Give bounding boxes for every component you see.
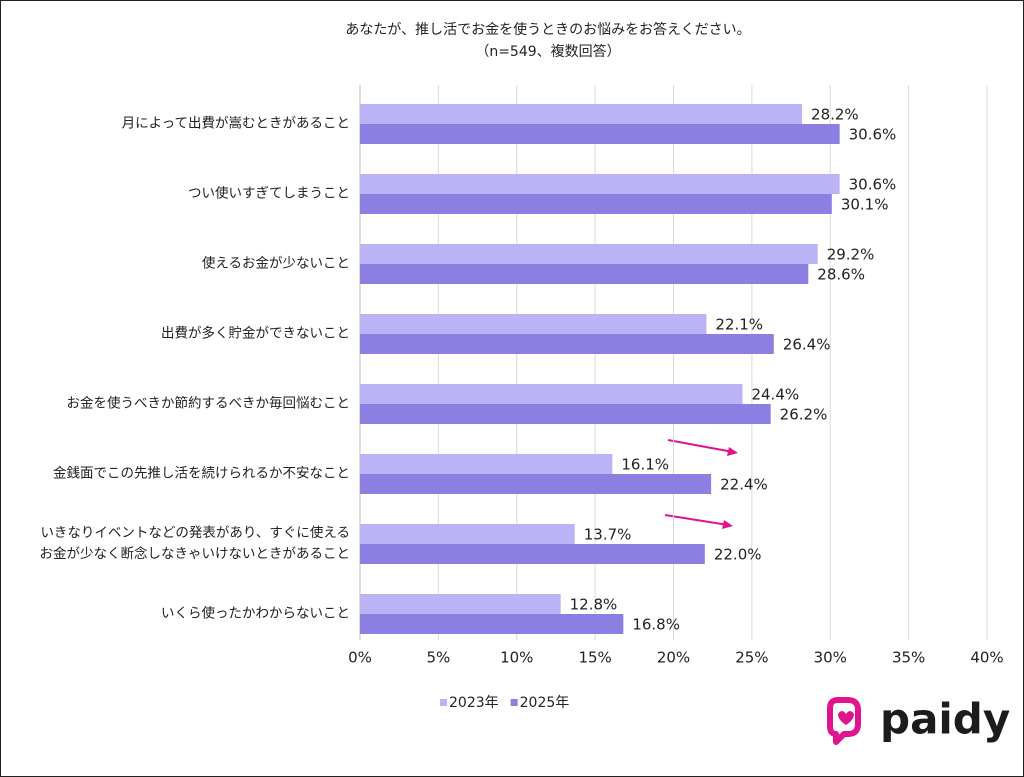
data-label: 26.2% (780, 406, 828, 424)
bar (360, 544, 705, 564)
bar (360, 474, 712, 494)
bar (360, 194, 832, 214)
bar (360, 314, 707, 334)
data-label: 13.7% (584, 526, 632, 544)
bar (360, 174, 840, 194)
data-label: 16.1% (621, 456, 669, 474)
data-label: 22.0% (714, 546, 762, 564)
legend-label: 2023年 (449, 695, 499, 711)
bar (360, 384, 743, 404)
y-tick-label: つい使いすぎてしまうこと (188, 185, 350, 202)
data-label: 28.2% (811, 106, 859, 124)
bar (360, 524, 575, 544)
data-label: 12.8% (570, 596, 618, 614)
data-label: 28.6% (817, 266, 865, 284)
x-tick-label: 0% (348, 649, 372, 667)
data-label: 30.1% (841, 196, 889, 214)
logo-icon (827, 697, 861, 745)
data-label: 24.4% (751, 386, 799, 404)
data-label: 30.6% (849, 176, 897, 194)
x-tick-label: 15% (578, 649, 611, 667)
arrow (667, 439, 734, 453)
logo-text: paidy (880, 695, 1010, 744)
x-tick-label: 25% (735, 649, 768, 667)
data-label: 26.4% (783, 336, 831, 354)
bar (360, 264, 809, 284)
y-tick-label: 使えるお金が少ないこと (201, 255, 350, 272)
bar (360, 614, 624, 634)
bar (360, 244, 818, 264)
bar (360, 334, 774, 354)
data-label: 16.8% (632, 616, 680, 634)
x-tick-label: 5% (426, 649, 450, 667)
bar (360, 594, 561, 614)
x-tick-label: 10% (500, 649, 533, 667)
legend-label: 2025年 (520, 695, 570, 711)
bar (360, 404, 771, 424)
y-tick-label: 出費が多く貯金ができないこと (161, 325, 350, 342)
data-label: 30.6% (849, 126, 897, 144)
data-label: 22.1% (715, 316, 763, 334)
legend-swatch (440, 699, 447, 706)
bar (360, 124, 840, 144)
y-tick-label: いくら使ったかわからないこと (161, 605, 350, 622)
legend-swatch (510, 699, 518, 706)
x-tick-label: 30% (814, 649, 847, 667)
bar (360, 454, 613, 474)
data-label: 22.4% (720, 476, 768, 494)
x-tick-label: 20% (657, 649, 690, 667)
arrow (664, 514, 729, 526)
data-label: 29.2% (827, 246, 875, 264)
bar (360, 104, 803, 124)
y-tick-label: 月によって出費が嵩むときがあること (121, 115, 350, 132)
y-tick-label: いきなりイベントなどの発表があり、すぐに使える お金が少なく断念しなきゃいけない… (39, 525, 351, 562)
chart-subtitle: （n=549、複数回答） (475, 43, 620, 60)
x-tick-label: 35% (892, 649, 925, 667)
y-tick-label: お金を使うべきか節約するべきか毎回悩むこと (66, 395, 351, 412)
chart-title: あなたが、推し活でお金を使うときのお悩みをお答えください。 (345, 21, 750, 38)
y-tick-label: 金銭面でこの先推し活を続けられるか不安なこと (53, 465, 350, 482)
arrow-head (727, 447, 738, 456)
x-tick-label: 40% (970, 649, 1003, 667)
arrow-head (722, 520, 733, 529)
